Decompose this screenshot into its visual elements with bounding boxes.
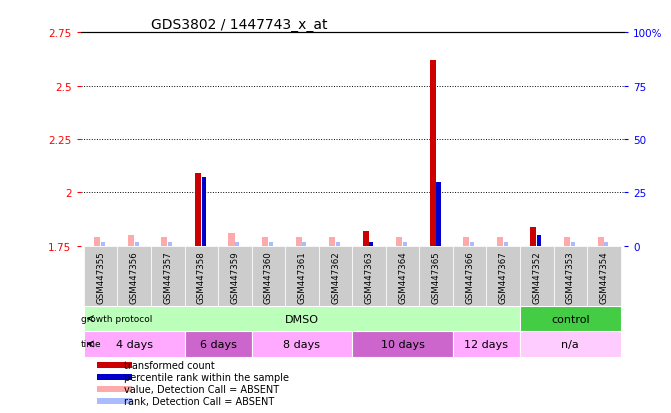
Bar xyxy=(605,242,609,246)
Text: GSM447362: GSM447362 xyxy=(331,251,340,304)
Bar xyxy=(329,237,336,246)
Bar xyxy=(252,246,285,306)
Bar xyxy=(128,235,134,246)
Bar xyxy=(587,246,621,306)
Bar xyxy=(386,246,419,306)
Bar xyxy=(285,246,319,306)
Bar xyxy=(84,306,520,332)
Text: n/a: n/a xyxy=(562,339,579,349)
Bar xyxy=(470,242,474,246)
Bar xyxy=(319,246,352,306)
Bar xyxy=(303,242,307,246)
Text: GSM447360: GSM447360 xyxy=(264,251,273,304)
Text: 12 days: 12 days xyxy=(464,339,509,349)
Bar xyxy=(296,237,302,246)
Bar xyxy=(419,246,453,306)
Bar xyxy=(151,246,185,306)
Bar xyxy=(531,227,537,246)
Text: GSM447352: GSM447352 xyxy=(532,251,541,304)
Bar xyxy=(229,233,235,246)
Text: GSM447359: GSM447359 xyxy=(230,251,240,304)
Bar xyxy=(437,182,441,246)
Text: growth protocol: growth protocol xyxy=(81,314,152,323)
Bar xyxy=(564,237,570,246)
Bar xyxy=(352,246,386,306)
Text: GSM447367: GSM447367 xyxy=(499,251,508,304)
Bar xyxy=(520,332,621,357)
Bar xyxy=(537,235,541,246)
Bar xyxy=(84,246,117,306)
Bar xyxy=(370,242,374,246)
Text: GSM447357: GSM447357 xyxy=(163,251,172,304)
Bar xyxy=(453,332,520,357)
Text: GSM447356: GSM447356 xyxy=(130,251,139,304)
Text: percentile rank within the sample: percentile rank within the sample xyxy=(124,373,289,382)
Text: rank, Detection Call = ABSENT: rank, Detection Call = ABSENT xyxy=(124,396,274,406)
Bar xyxy=(352,332,453,357)
Text: GDS3802 / 1447743_x_at: GDS3802 / 1447743_x_at xyxy=(151,18,327,32)
Text: DMSO: DMSO xyxy=(285,314,319,324)
Text: GSM447364: GSM447364 xyxy=(398,251,407,304)
Text: GSM447366: GSM447366 xyxy=(465,251,474,304)
Bar xyxy=(520,306,621,332)
Bar xyxy=(464,237,470,246)
Bar xyxy=(117,246,151,306)
Text: GSM447365: GSM447365 xyxy=(431,251,441,304)
Text: GSM447361: GSM447361 xyxy=(297,251,307,304)
Bar xyxy=(453,246,486,306)
Bar xyxy=(554,246,587,306)
Bar xyxy=(94,237,101,246)
Bar xyxy=(97,386,132,392)
Bar xyxy=(571,242,575,246)
Bar xyxy=(202,178,206,246)
Bar xyxy=(430,61,436,246)
Text: GSM447358: GSM447358 xyxy=(197,251,206,304)
Bar xyxy=(504,242,508,246)
Bar xyxy=(520,246,554,306)
Bar xyxy=(97,374,132,380)
Bar xyxy=(252,332,352,357)
Text: transformed count: transformed count xyxy=(124,361,215,370)
Bar xyxy=(486,246,520,306)
Text: time: time xyxy=(81,339,102,349)
Bar xyxy=(97,398,132,404)
Bar xyxy=(162,237,168,246)
Text: 8 days: 8 days xyxy=(283,339,321,349)
Text: value, Detection Call = ABSENT: value, Detection Call = ABSENT xyxy=(124,385,279,394)
Bar xyxy=(195,174,201,246)
Bar xyxy=(185,246,218,306)
Text: 10 days: 10 days xyxy=(380,339,425,349)
Bar xyxy=(185,332,252,357)
Text: GSM447353: GSM447353 xyxy=(566,251,575,304)
Bar xyxy=(363,231,369,246)
Bar xyxy=(497,237,503,246)
Bar xyxy=(97,362,132,368)
Bar xyxy=(218,246,252,306)
Text: GSM447363: GSM447363 xyxy=(364,251,374,304)
Bar xyxy=(397,237,403,246)
Bar xyxy=(403,242,407,246)
Bar xyxy=(269,242,273,246)
Bar xyxy=(336,242,340,246)
Bar xyxy=(134,242,139,246)
Text: 6 days: 6 days xyxy=(200,339,236,349)
Bar xyxy=(598,237,604,246)
Bar xyxy=(262,237,268,246)
Bar xyxy=(168,242,172,246)
Bar xyxy=(101,242,105,246)
Text: control: control xyxy=(551,314,590,324)
Bar xyxy=(84,332,185,357)
Text: GSM447355: GSM447355 xyxy=(96,251,105,304)
Bar xyxy=(236,242,240,246)
Text: 4 days: 4 days xyxy=(115,339,153,349)
Text: GSM447354: GSM447354 xyxy=(599,251,609,304)
